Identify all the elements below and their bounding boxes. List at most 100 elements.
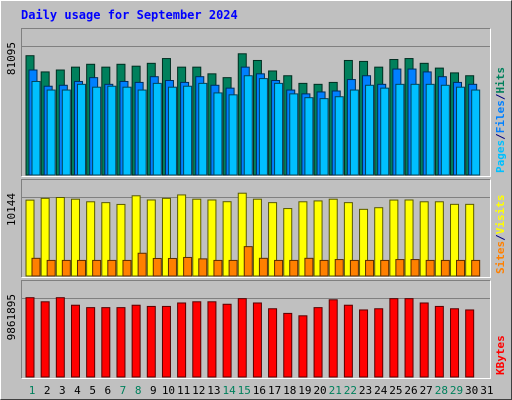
bar-visits-day-23: [359, 208, 369, 277]
day-label-15: 15: [238, 384, 251, 397]
bar-pages-day-8: [137, 89, 147, 176]
bar-pages-day-22: [349, 89, 359, 176]
bar-pages-day-17: [274, 82, 284, 176]
y-max-label: 10144: [5, 193, 18, 226]
panel-border-dark: [21, 280, 491, 379]
day-label-18: 18: [283, 384, 296, 397]
bar-pages-day-27: [425, 83, 435, 176]
legend-item-sites: Sites: [494, 241, 507, 274]
day-label-6: 6: [104, 384, 111, 397]
bar-pages-day-10: [167, 86, 177, 176]
bar-visits-day-3: [55, 196, 65, 277]
bar-kbytes-day-15: [237, 298, 247, 378]
bar-kbytes-day-3: [55, 297, 65, 378]
legend-kbytes: KBytes: [494, 335, 507, 375]
legend-separator: /: [494, 93, 507, 100]
legend-item-kbytes: KBytes: [494, 335, 507, 375]
day-label-25: 25: [389, 384, 402, 397]
bar-sites-day-28: [440, 259, 450, 277]
bar-sites-day-10: [167, 257, 177, 277]
bar-kbytes-day-13: [207, 301, 217, 378]
panel-border-light: [21, 179, 491, 278]
bar-sites-day-27: [425, 259, 435, 277]
day-label-24: 24: [374, 384, 388, 397]
bar-visits-day-1: [25, 199, 35, 277]
bar-kbytes-day-6: [101, 307, 111, 378]
bar-sites-day-30: [471, 259, 481, 277]
bar-visits-day-7: [116, 203, 126, 277]
bar-pages-day-18: [289, 93, 299, 176]
bar-kbytes-day-19: [298, 315, 308, 378]
bar-kbytes-day-20: [313, 307, 323, 378]
bar-kbytes-day-21: [328, 299, 338, 378]
bar-visits-day-28: [434, 201, 444, 277]
bar-pages-day-25: [395, 83, 405, 176]
bar-sites-day-4: [76, 259, 86, 277]
bar-sites-day-19: [304, 257, 314, 277]
day-label-7: 7: [120, 384, 127, 397]
series-sites: [31, 246, 481, 277]
bar-pages-day-28: [440, 84, 450, 176]
bar-visits-day-16: [252, 198, 262, 277]
bar-pages-day-7: [122, 86, 132, 176]
bar-pages-day-14: [228, 94, 238, 176]
bar-kbytes-day-22: [343, 304, 353, 378]
day-label-13: 13: [207, 384, 220, 397]
bar-sites-day-25: [395, 259, 405, 277]
bar-pages-day-4: [76, 83, 86, 176]
legend-item-hits: Hits: [494, 67, 507, 94]
day-label-9: 9: [150, 384, 157, 397]
bar-sites-day-5: [92, 259, 102, 277]
day-label-14: 14: [222, 384, 236, 397]
bar-visits-day-17: [268, 202, 278, 277]
bar-pages-day-23: [365, 84, 375, 176]
day-label-10: 10: [162, 384, 175, 397]
bar-pages-day-11: [183, 85, 193, 176]
bar-visits-day-30: [465, 203, 475, 277]
series-visits: [25, 192, 475, 277]
bar-visits-day-22: [343, 202, 353, 277]
bar-sites-day-13: [213, 259, 223, 277]
day-label-5: 5: [89, 384, 96, 397]
bar-visits-day-27: [419, 201, 429, 277]
bar-visits-day-25: [389, 199, 399, 277]
bar-kbytes-day-8: [131, 304, 141, 378]
legend-item-visits: Visits: [494, 195, 507, 235]
bar-kbytes-day-1: [25, 297, 35, 378]
y-max-label: 81095: [5, 42, 18, 75]
bar-sites-day-17: [274, 259, 284, 277]
bar-kbytes-day-28: [434, 305, 444, 378]
bar-pages-day-9: [152, 82, 162, 176]
day-label-21: 21: [329, 384, 342, 397]
bar-pages-day-3: [61, 89, 71, 176]
bar-pages-day-2: [46, 89, 56, 176]
day-label-26: 26: [404, 384, 417, 397]
bar-pages-day-6: [107, 85, 117, 176]
day-label-29: 29: [450, 384, 463, 397]
bar-kbytes-day-4: [70, 304, 80, 378]
day-label-30: 30: [465, 384, 478, 397]
panel-border-light: [21, 28, 491, 177]
bar-pages-day-30: [471, 89, 481, 176]
bar-kbytes-day-17: [268, 308, 278, 378]
bar-visits-day-10: [161, 197, 171, 277]
day-label-27: 27: [420, 384, 433, 397]
bar-pages-day-19: [304, 97, 314, 176]
bar-visits-day-21: [328, 198, 338, 277]
panel-visits-sites: 10144 Sites/Visits: [5, 179, 507, 278]
bar-sites-day-20: [319, 259, 329, 277]
bar-kbytes-day-30: [465, 309, 475, 378]
bar-pages-day-26: [410, 83, 420, 176]
day-label-3: 3: [59, 384, 66, 397]
bar-visits-day-2: [40, 197, 50, 277]
bar-sites-day-23: [365, 259, 375, 277]
bar-sites-day-9: [152, 257, 162, 277]
bar-kbytes-day-14: [222, 303, 232, 378]
bar-kbytes-day-5: [86, 307, 96, 378]
bar-kbytes-day-12: [192, 301, 202, 378]
day-label-4: 4: [74, 384, 81, 397]
bar-kbytes-day-9: [146, 305, 156, 378]
bar-visits-day-4: [70, 198, 80, 277]
day-label-2: 2: [44, 384, 51, 397]
